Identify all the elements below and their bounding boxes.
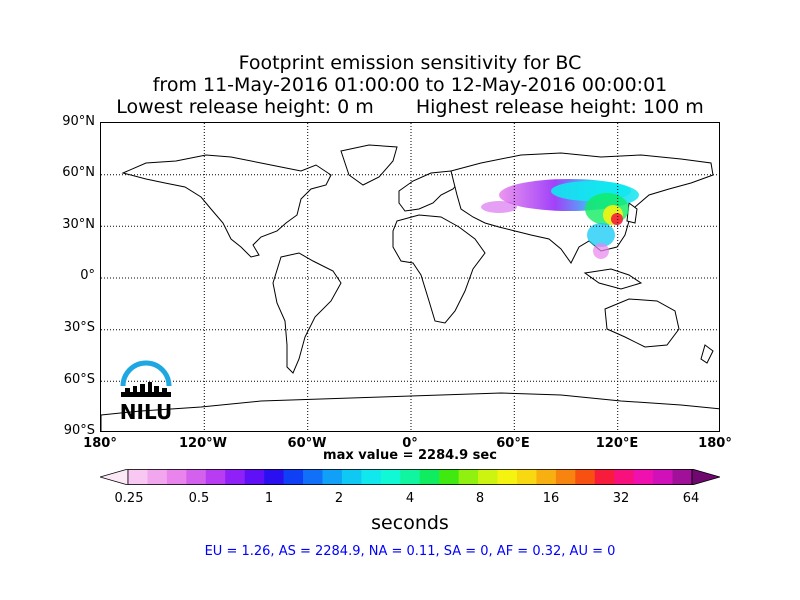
- south-america: [272, 252, 342, 374]
- colorbar-segment: [205, 469, 226, 485]
- colorbar-segment: [536, 469, 557, 485]
- colorbar-segment: [653, 469, 674, 485]
- colorbar-segment: [594, 469, 615, 485]
- cbar-tick-64: 64: [682, 491, 700, 506]
- graticule: [101, 123, 719, 431]
- colorbar-segment: [186, 469, 207, 485]
- japan: [626, 202, 638, 224]
- colorbar-segment: [341, 469, 362, 485]
- lat-label-90s: 90°S: [63, 423, 95, 438]
- title-line-2: from 11-May-2016 01:00:00 to 12-May-2016…: [152, 74, 668, 96]
- lon-label-180w: 180°: [83, 436, 117, 451]
- lon-label-120e: 120°E: [595, 436, 639, 451]
- colorbar-outline: [127, 469, 693, 485]
- colorbar-segment: [478, 469, 499, 485]
- colorbar-segment: [633, 469, 654, 485]
- colorbar-segment: [322, 469, 343, 485]
- colorbar-segment: [672, 469, 693, 485]
- cbar-tick-4: 4: [405, 491, 415, 506]
- cbar-tick-32: 32: [612, 491, 630, 506]
- europe: [398, 170, 462, 212]
- colorbar-segment: [166, 469, 187, 485]
- australia: [604, 298, 680, 348]
- colorbar: [98, 468, 722, 486]
- colorbar-segment: [497, 469, 518, 485]
- colorbar-segment: [303, 469, 323, 485]
- colorbar-svg: [98, 468, 722, 486]
- cbar-tick-8: 8: [475, 491, 485, 506]
- world-map-svg: [101, 123, 719, 431]
- colorbar-segment: [439, 469, 460, 485]
- lowest-release-height: Lowest release height: 0 m: [116, 96, 374, 118]
- lat-label-90n: 90°N: [62, 114, 95, 129]
- lon-label-0: 0°: [402, 436, 418, 451]
- colorbar-segment: [147, 469, 168, 485]
- cbar-tick-1: 1: [264, 491, 274, 506]
- lat-label-60s: 60°S: [63, 372, 95, 387]
- africa: [392, 214, 486, 324]
- highest-release-height: Highest release height: 100 m: [415, 96, 704, 118]
- colorbar-under-triangle: [98, 468, 129, 486]
- nilu-logo: NILU: [118, 356, 174, 424]
- max-value-label: max value = 2284.9 sec: [323, 448, 497, 463]
- lat-label-30n: 30°N: [62, 217, 95, 232]
- logo-skyline: [121, 382, 171, 397]
- lat-label-60n: 60°N: [62, 165, 95, 180]
- colorbar-segment: [400, 469, 421, 485]
- cbar-tick-16: 16: [542, 491, 560, 506]
- logo-arc: [120, 360, 172, 387]
- lon-label-120w: 120°W: [179, 436, 227, 451]
- colorbar-over-triangle: [691, 468, 722, 486]
- colorbar-segment: [128, 469, 148, 485]
- logo-text: NILU: [120, 400, 172, 422]
- colorbar-segment: [458, 469, 479, 485]
- colorbar-segment: [555, 469, 576, 485]
- colorbar-segment: [244, 469, 265, 485]
- footprint-map: [100, 122, 720, 432]
- cbar-tick-2: 2: [334, 491, 344, 506]
- title-line-3: Lowest release height: 0 m Highest relea…: [0, 96, 800, 118]
- colorbar-segment: [283, 469, 304, 485]
- cbar-tick-0.5: 0.5: [188, 491, 210, 506]
- north-america: [121, 154, 332, 258]
- lat-label-0: 0°: [80, 268, 95, 283]
- region-stats: EU = 1.26, AS = 2284.9, NA = 0.11, SA = …: [204, 544, 616, 559]
- lon-label-60w: 60°W: [287, 436, 327, 451]
- lon-label-60e: 60°E: [496, 436, 530, 451]
- lat-label-30s: 30°S: [63, 320, 95, 335]
- colorbar-units: seconds: [371, 512, 449, 534]
- title-line-1: Footprint emission sensitivity for BC: [238, 52, 582, 74]
- colorbar-segment: [264, 469, 285, 485]
- colorbar-segment: [225, 469, 246, 485]
- colorbar-segment: [380, 469, 401, 485]
- colorbar-segment: [516, 469, 537, 485]
- new-zealand: [700, 344, 714, 364]
- cbar-tick-0.25: 0.25: [114, 491, 144, 506]
- lon-label-180e: 180°: [698, 436, 732, 451]
- southeast-asia-islands: [583, 268, 643, 290]
- colorbar-segment: [575, 469, 596, 485]
- greenland: [340, 144, 398, 186]
- colorbar-segment: [614, 469, 635, 485]
- antarctica: [101, 392, 719, 431]
- colorbar-segment: [361, 469, 382, 485]
- colorbar-segment: [419, 469, 440, 485]
- continents: [101, 144, 719, 431]
